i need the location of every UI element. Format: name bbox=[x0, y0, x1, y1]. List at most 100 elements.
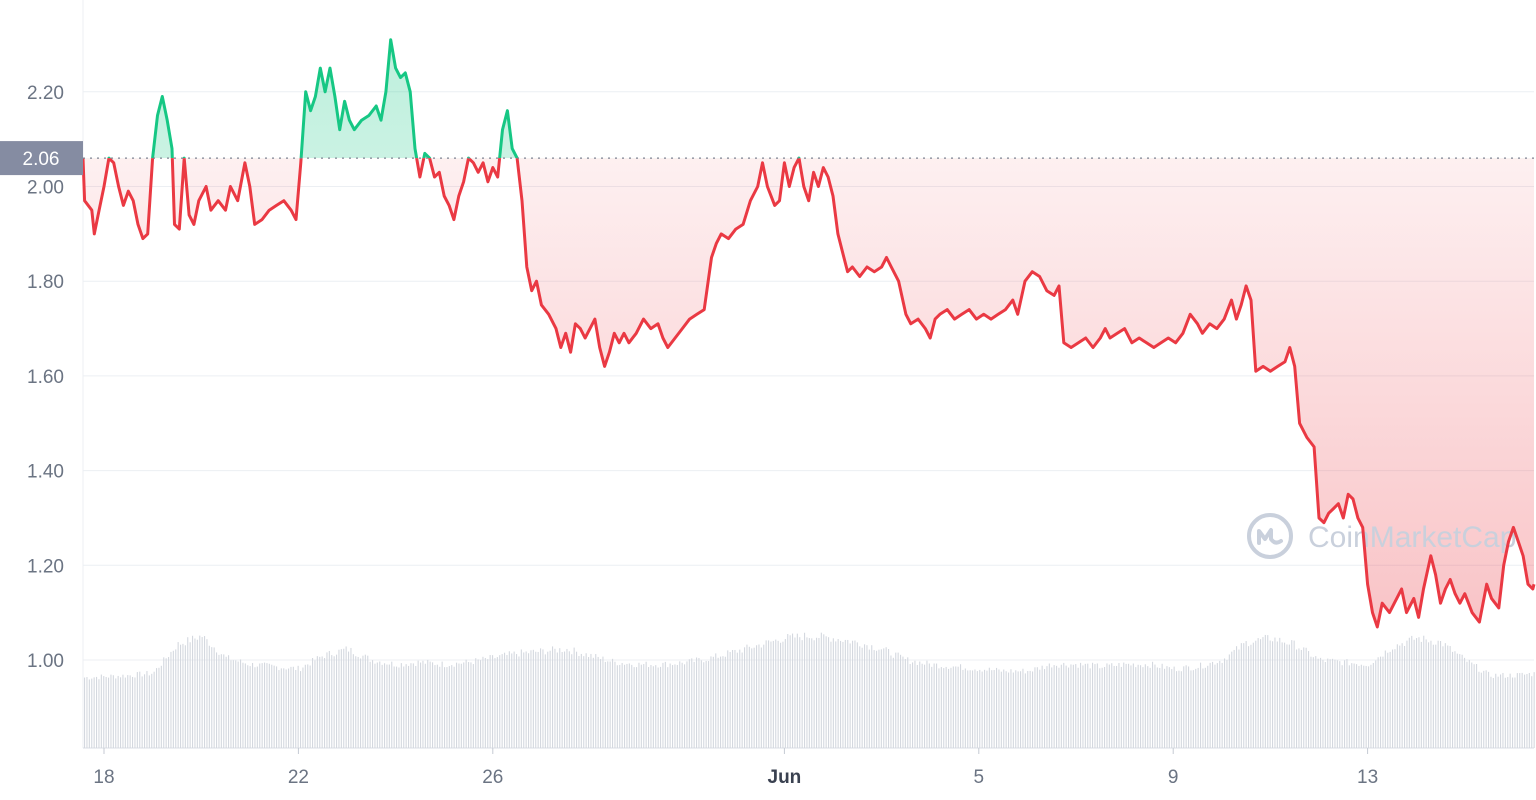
volume-bar bbox=[1526, 674, 1528, 748]
volume-bar bbox=[1286, 644, 1288, 748]
volume-bar bbox=[979, 669, 981, 748]
volume-bar bbox=[340, 649, 342, 748]
volume-bar bbox=[729, 651, 731, 748]
volume-bar bbox=[1106, 663, 1108, 748]
volume-bar bbox=[782, 641, 784, 748]
volume-bar bbox=[1512, 677, 1514, 748]
volume-bar bbox=[220, 654, 222, 748]
volume-bar bbox=[1084, 663, 1086, 748]
volume-bar bbox=[321, 656, 323, 748]
volume-bar bbox=[928, 663, 930, 748]
volume-bar bbox=[698, 658, 700, 748]
watermark: CoinMarketCap bbox=[1247, 513, 1516, 559]
volume-bar bbox=[1425, 639, 1427, 748]
volume-bar bbox=[1447, 645, 1449, 748]
volume-bar bbox=[724, 656, 726, 748]
volume-bar bbox=[919, 661, 921, 748]
volume-bar bbox=[1147, 666, 1149, 748]
volume-bar bbox=[926, 660, 928, 748]
volume-bar bbox=[1060, 664, 1062, 748]
volume-bar bbox=[384, 663, 386, 748]
volume-bar bbox=[590, 653, 592, 748]
volume-bar bbox=[940, 667, 942, 748]
volume-bar bbox=[1336, 660, 1338, 748]
volume-bar bbox=[1406, 640, 1408, 748]
volume-bar bbox=[172, 650, 174, 748]
volume-bar bbox=[660, 666, 662, 748]
volume-bar bbox=[412, 663, 414, 748]
volume-bar bbox=[1327, 658, 1329, 748]
volume-bar bbox=[1303, 647, 1305, 748]
volume-bar bbox=[1152, 661, 1154, 748]
volume-bar bbox=[364, 654, 366, 748]
volume-bar bbox=[691, 658, 693, 748]
volume-bar bbox=[1092, 662, 1094, 748]
volume-bar bbox=[422, 660, 424, 748]
volume-bar bbox=[403, 666, 405, 748]
volume-bar bbox=[424, 663, 426, 748]
volume-bar bbox=[1348, 665, 1350, 748]
volume-bar bbox=[626, 663, 628, 748]
volume-bar bbox=[206, 639, 208, 748]
volume-bar bbox=[830, 641, 832, 748]
volume-bar bbox=[235, 660, 237, 748]
volume-bar bbox=[1356, 664, 1358, 748]
volume-bar bbox=[662, 662, 664, 748]
volume-bar bbox=[352, 654, 354, 748]
volume-bar bbox=[537, 651, 539, 748]
volume-bar bbox=[1533, 672, 1535, 748]
volume-bar bbox=[549, 650, 551, 748]
volume-bar bbox=[1360, 664, 1362, 748]
volume-bar bbox=[542, 649, 544, 748]
volume-bar bbox=[547, 651, 549, 748]
volume-bar bbox=[1008, 672, 1010, 748]
volume-bar bbox=[808, 638, 810, 748]
volume-bar bbox=[1257, 638, 1259, 748]
volume-bar bbox=[264, 662, 266, 748]
volume-bar bbox=[482, 656, 484, 748]
volume-bar bbox=[664, 661, 666, 748]
volume-bar bbox=[295, 669, 297, 748]
volume-bar bbox=[1123, 662, 1125, 748]
volume-bar bbox=[1180, 671, 1182, 748]
volume-bar bbox=[1116, 665, 1118, 748]
volume-bar bbox=[1509, 673, 1511, 748]
volume-bar bbox=[1420, 641, 1422, 748]
volume-bar bbox=[1154, 664, 1156, 748]
volume-bar bbox=[120, 677, 122, 748]
volume-bar bbox=[158, 667, 160, 748]
volume-bar bbox=[451, 665, 453, 748]
volume-bar bbox=[880, 649, 882, 748]
volume-bar bbox=[1382, 656, 1384, 748]
volume-bar bbox=[847, 639, 849, 748]
volume-bar bbox=[739, 649, 741, 748]
volume-bar bbox=[393, 666, 395, 748]
volume-bar bbox=[667, 667, 669, 748]
volume-bar bbox=[1324, 661, 1326, 748]
volume-bar bbox=[1209, 662, 1211, 748]
volume-bar bbox=[1440, 640, 1442, 748]
volume-bar bbox=[796, 633, 798, 748]
volume-bar bbox=[1096, 663, 1098, 748]
volume-bar bbox=[350, 647, 352, 748]
volume-bar bbox=[1024, 673, 1026, 748]
x-tick-label: 18 bbox=[93, 767, 114, 788]
volume-bar bbox=[134, 677, 136, 748]
volume-bar bbox=[1454, 651, 1456, 748]
volume-bar bbox=[760, 647, 762, 748]
volume-bar bbox=[873, 650, 875, 748]
volume-bar bbox=[1351, 663, 1353, 748]
volume-bar bbox=[319, 656, 321, 748]
volume-bar bbox=[708, 661, 710, 748]
volume-bar bbox=[554, 648, 556, 748]
volume-bar bbox=[1488, 671, 1490, 748]
volume-bar bbox=[703, 662, 705, 748]
volume-bar bbox=[436, 664, 438, 748]
volume-bar bbox=[192, 635, 194, 748]
volume-bar bbox=[254, 667, 256, 748]
volume-bar bbox=[950, 667, 952, 748]
volume-bar bbox=[1118, 663, 1120, 748]
volume-bar bbox=[1089, 668, 1091, 748]
volume-bar bbox=[333, 656, 335, 748]
